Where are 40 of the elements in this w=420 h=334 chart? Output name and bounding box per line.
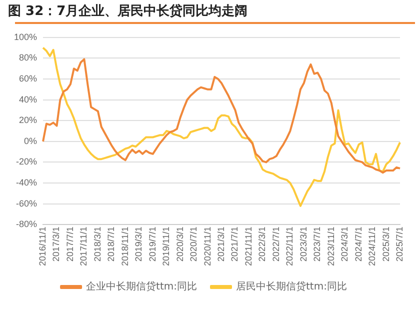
y-tick-label: 80% bbox=[19, 52, 38, 63]
y-tick-label: -20% bbox=[16, 156, 38, 167]
x-tick-label: 2025/3/1 bbox=[380, 226, 391, 262]
x-tick-label: 2017/11/1 bbox=[78, 226, 89, 266]
x-tick-label: 2020/11/1 bbox=[202, 226, 212, 266]
x-tick-label: 2021/3/1 bbox=[216, 226, 226, 262]
y-tick-label: -80% bbox=[16, 219, 38, 230]
x-tick-label: 2020/3/1 bbox=[174, 226, 185, 262]
x-tick-label: 2022/3/1 bbox=[257, 226, 268, 262]
x-tick-label: 2019/7/1 bbox=[147, 226, 158, 262]
y-tick-label: 100% bbox=[14, 32, 38, 42]
x-tick-label: 2021/7/1 bbox=[230, 226, 240, 262]
x-tick-label: 2019/11/1 bbox=[161, 226, 172, 266]
x-tick-label: 2019/3/1 bbox=[134, 226, 144, 262]
chart-title: 图 32：7月企业、居民中长贷同比均走阔 bbox=[8, 2, 248, 20]
x-tick-label: 2022/7/1 bbox=[270, 226, 281, 262]
x-tick-label: 2023/11/1 bbox=[326, 226, 336, 266]
x-tick-label: 2017/3/1 bbox=[51, 226, 62, 262]
x-tick-label: 2024/11/1 bbox=[367, 226, 378, 266]
x-tick-label: 2024/7/1 bbox=[353, 226, 364, 262]
legend-label: 居民中长期信贷ttm:同比 bbox=[236, 280, 347, 293]
x-tick-label: 2023/3/1 bbox=[298, 226, 308, 262]
x-tick-label: 2023/7/1 bbox=[312, 226, 322, 262]
y-tick-label: 60% bbox=[19, 73, 38, 84]
x-tick-label: 2016/11/1 bbox=[38, 226, 48, 266]
x-tick-label: 2021/11/1 bbox=[243, 226, 254, 266]
legend-label: 企业中长期信贷ttm:同比 bbox=[86, 280, 197, 293]
x-tick-label: 2018/7/1 bbox=[106, 226, 116, 262]
x-tick-label: 2017/7/1 bbox=[64, 226, 75, 262]
x-tick-label: 2018/11/1 bbox=[120, 226, 130, 266]
x-tick-label: 2024/3/1 bbox=[340, 226, 350, 262]
x-tick-label: 2018/3/1 bbox=[92, 226, 102, 262]
y-tick-label: 0% bbox=[24, 136, 38, 146]
y-tick-label: -60% bbox=[16, 198, 38, 208]
x-tick-label: 2020/7/1 bbox=[188, 226, 199, 262]
y-tick-label: 20% bbox=[19, 115, 38, 126]
y-tick-label: 40% bbox=[19, 94, 38, 104]
y-tick-label: -40% bbox=[16, 178, 38, 188]
x-tick-label: 2025/7/1 bbox=[394, 226, 404, 262]
x-tick-label: 2022/11/1 bbox=[284, 226, 295, 266]
